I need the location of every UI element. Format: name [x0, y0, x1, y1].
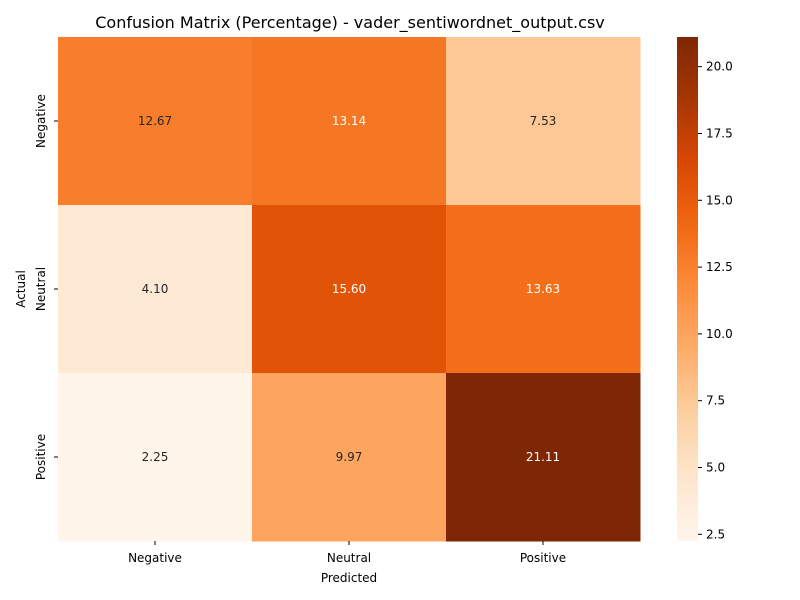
colorbar-ticks: 2.5 5.0 7.5 10.0 12.5 15.0 17.5 20.0	[698, 60, 733, 541]
x-tick-label: Negative	[128, 551, 182, 565]
colorbar	[677, 37, 698, 541]
cell-value-label: 9.97	[336, 450, 363, 464]
y-axis: Negative Neutral Positive	[34, 94, 58, 480]
heatmap-cell	[446, 373, 641, 542]
cell-value-label: 7.53	[530, 114, 557, 128]
heatmap-cells	[58, 37, 641, 542]
colorbar-tick-label: 12.5	[706, 260, 733, 274]
colorbar-tick-label: 20.0	[706, 60, 733, 74]
x-axis-label: Predicted	[321, 571, 377, 585]
chart-title: Confusion Matrix (Percentage) - vader_se…	[95, 13, 605, 33]
y-tick-label: Neutral	[34, 267, 48, 311]
x-tick-label: Positive	[520, 551, 566, 565]
colorbar-tick-label: 2.5	[706, 527, 725, 541]
heatmap-cell-labels: 12.67 13.14 7.53 4.10 15.60 13.63 2.25 9.97 21.1…	[138, 114, 560, 464]
x-axis: Negative Neutral Positive	[128, 541, 566, 565]
y-tick-label: Positive	[34, 434, 48, 480]
heatmap-cell	[252, 37, 447, 206]
colorbar-tick-label: 7.5	[706, 394, 725, 408]
cell-value-label: 2.25	[142, 450, 169, 464]
cell-value-label: 15.60	[332, 282, 366, 296]
cell-value-label: 21.11	[526, 450, 560, 464]
colorbar-tick-label: 17.5	[706, 126, 733, 140]
heatmap-cell	[252, 373, 447, 542]
colorbar-tick-label: 10.0	[706, 327, 733, 341]
colorbar-tick-label: 15.0	[706, 193, 733, 207]
cell-value-label: 13.14	[332, 114, 366, 128]
y-tick-label: Negative	[34, 94, 48, 148]
cell-value-label: 4.10	[142, 282, 169, 296]
cell-value-label: 12.67	[138, 114, 172, 128]
heatmap-cell	[58, 37, 253, 206]
heatmap-cell	[58, 373, 253, 542]
y-axis-label: Actual	[14, 270, 28, 308]
heatmap-cell	[446, 205, 641, 374]
x-tick-label: Neutral	[327, 551, 371, 565]
heatmap-cell	[58, 205, 253, 374]
heatmap-cell	[252, 205, 447, 374]
colorbar-tick-label: 5.0	[706, 461, 725, 475]
heatmap-cell	[446, 37, 641, 206]
cell-value-label: 13.63	[526, 282, 560, 296]
